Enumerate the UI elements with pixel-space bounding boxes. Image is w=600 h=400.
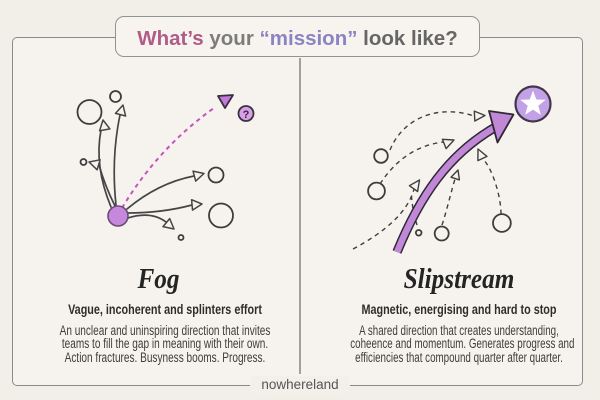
svg-text:?: ? [243,109,250,121]
